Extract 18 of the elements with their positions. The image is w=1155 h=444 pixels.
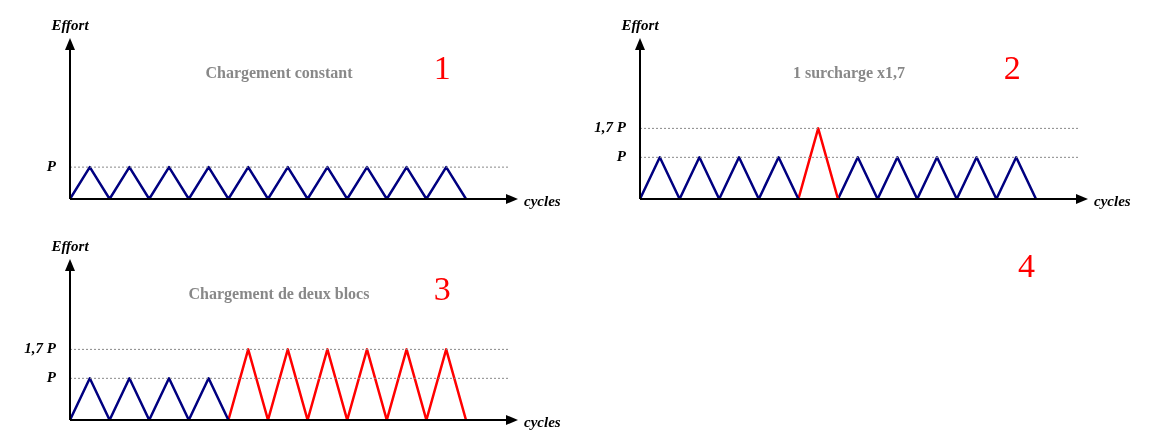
chart-title: 1 surcharge x1,7 [792, 64, 906, 83]
y-axis-title: Effort [620, 17, 660, 34]
x-axis-title: cycles [524, 192, 561, 209]
ref-line-label: P [616, 148, 627, 165]
y-axis-title: Effort [50, 238, 90, 255]
chart-title: Chargement de deux blocs [188, 285, 370, 304]
ref-line-label: P [46, 369, 57, 386]
text: 3 [433, 269, 451, 307]
chart-title: Chargement constant [205, 64, 354, 83]
ref-line-label: P [46, 158, 57, 174]
ref-line-label: 1,7 P [594, 119, 627, 136]
ref-line-label: 1,7 P [24, 340, 57, 357]
text: 1 [433, 48, 451, 86]
y-axis-title: Effort [50, 17, 90, 34]
text: 4 [1018, 247, 1035, 285]
text: 2 [1003, 48, 1021, 86]
x-axis-title: cycles [1094, 192, 1131, 209]
x-axis-title: cycles [524, 413, 561, 430]
